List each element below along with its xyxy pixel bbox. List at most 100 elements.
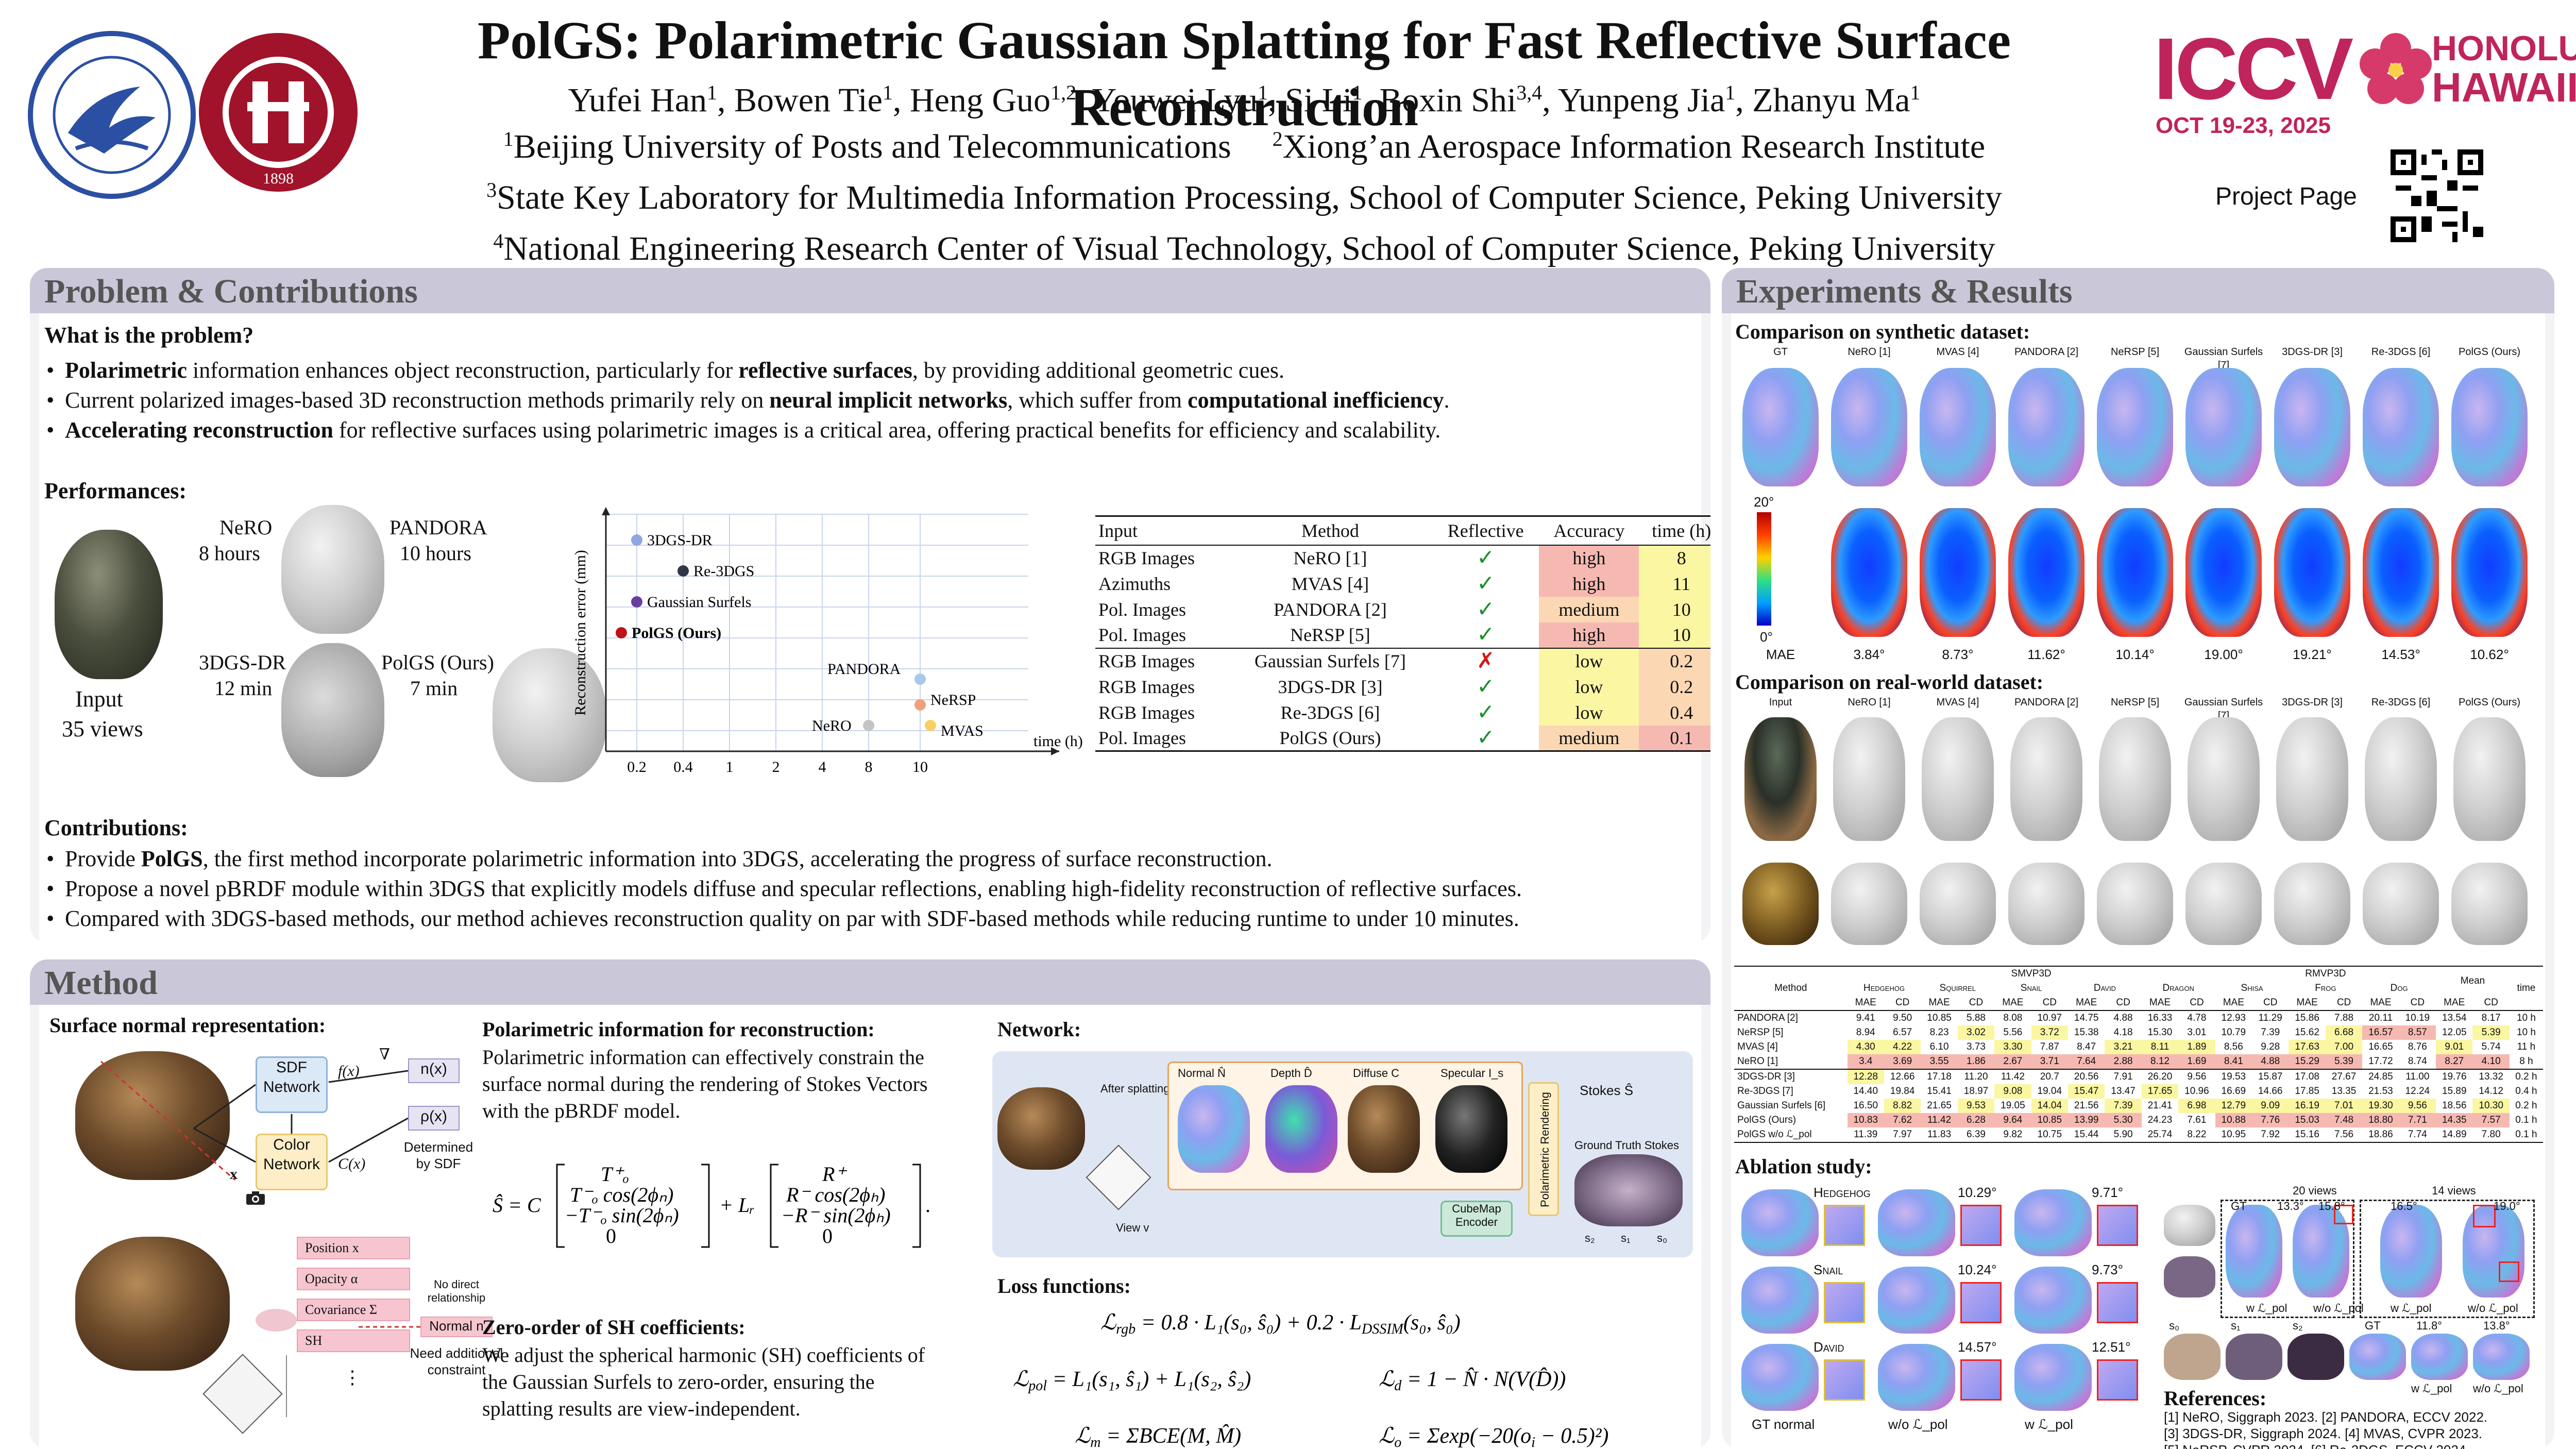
affil-text: National Engineering Research Center of … [503, 230, 1995, 267]
author-name: Zhanyu Ma [1752, 81, 1910, 119]
owl-pandora-label: PANDORA [389, 516, 487, 539]
results-row: PolGS (Ours) 10.83 7.62 11.42 6.28 9.64 10.85 1… [1734, 1113, 2543, 1127]
real-recon-mug [2099, 717, 2171, 841]
ablation-lower-5 [2411, 1334, 2468, 1380]
results-value: 16.69 [2221, 1086, 2246, 1097]
perf-table-cell: medium [1539, 596, 1639, 622]
results-value: 3.73 [1966, 1041, 1986, 1052]
mae-value-row: MAE 3.84° 8.73° 11.62° 10.14° 19.00° 19.21° 14.… [1731, 646, 2545, 664]
real-recon-frog [1831, 863, 1907, 945]
results-value: 9.53 [1957, 1099, 1995, 1113]
results-value: 21.41 [2147, 1100, 2173, 1111]
synthetic-error-map [2097, 508, 2173, 637]
results-value: 8.94 [1856, 1027, 1875, 1038]
perf-table-cell: Pol. Images [1098, 599, 1186, 620]
rhox-box: ρ(x) [408, 1106, 460, 1131]
loss-equations: ℒrgb = 0.8 · L₁(s₀, ŝ₀) + 0.2 · LDSSIM(s… [997, 1304, 1698, 1449]
results-value: 7.87 [2040, 1041, 2059, 1052]
affil-sup: 3 [486, 178, 497, 201]
owl-input-image [55, 530, 163, 679]
mae-value: 19.21° [2293, 647, 2332, 662]
ablation-gt-label: GT [2231, 1200, 2247, 1212]
owl-nero-time: 8 hours [199, 542, 260, 565]
results-value: 11.42 [1921, 1113, 1958, 1127]
results-object-header: Dog [2390, 983, 2408, 993]
perf-table-cell: 10 [1639, 622, 1710, 648]
real-recon-mug [2010, 717, 2082, 841]
ablation-crop [2097, 1205, 2138, 1246]
ablation-value-wo: 14.57° [1958, 1339, 1997, 1355]
results-time: 0.2 h [2515, 1071, 2537, 1082]
results-method: 3DGS-DR [3] [1737, 1071, 1795, 1082]
results-value: 11.29 [2258, 1013, 2282, 1023]
results-value: 20.7 [2040, 1071, 2059, 1082]
chart-point-label: PolGS (Ours) [632, 625, 721, 642]
results-value: 10.85 [1927, 1013, 1952, 1023]
results-method: PolGS (Ours) [1737, 1115, 1797, 1125]
qr-code-icon[interactable] [2391, 149, 2483, 242]
author-name: Si Li [1285, 81, 1352, 119]
owl-3dgsdr-recon [281, 643, 384, 777]
ablation-normal-map [1878, 1189, 1955, 1256]
affil-sup: 2 [1272, 127, 1283, 150]
perf-table-cell: 8 [1639, 545, 1710, 571]
results-value: 4.18 [2113, 1027, 2133, 1038]
ablation-gt-label-2: GT [2365, 1319, 2381, 1332]
gaussian-attribute: Covariance Σ [297, 1299, 410, 1321]
diffuse-out-image [1348, 1085, 1420, 1173]
polar-heading: Polarimetric information for reconstruct… [482, 1018, 875, 1041]
results-object-header: Snail [2020, 983, 2042, 993]
stokes-gt-image [1574, 1154, 1683, 1226]
depth-out-image [1265, 1085, 1337, 1173]
results-value: 13.99 [2068, 1113, 2105, 1127]
pol-render-box: Polarimetric Rendering [1528, 1082, 1559, 1216]
results-value: 2.67 [1994, 1054, 2031, 1069]
contrib-heading: Contributions: [44, 815, 188, 840]
results-value: 3.30 [1994, 1040, 2031, 1054]
synthetic-error-map [2185, 508, 2262, 637]
poster-title: PolGS: Polarimetric Gaussian Splatting f… [477, 11, 2011, 137]
results-value: 8.12 [2141, 1054, 2179, 1069]
results-value: 9.09 [2252, 1099, 2289, 1113]
real-recon-mug [2276, 717, 2348, 841]
nx-label: n(x) [420, 1060, 447, 1077]
results-value: 15.47 [2068, 1084, 2105, 1099]
results-sub-header: CD [1895, 997, 1910, 1008]
color-network-label: Color Network [263, 1136, 320, 1173]
results-row: NeRO [1] 3.4 3.69 3.55 1.86 2.67 3.71 7.64 2.88 8… [1734, 1054, 2543, 1069]
svg-text:−R⁻ sin(2ϕₕ): −R⁻ sin(2ϕₕ) [781, 1204, 891, 1227]
mae-value: 19.00° [2204, 647, 2243, 662]
real-col-label: 3DGS-DR [3] [2282, 697, 2343, 708]
perf-table-cell: NeRSP [5] [1290, 625, 1370, 645]
results-sub-header: CD [1969, 997, 1984, 1008]
results-value: 3.55 [1921, 1054, 1958, 1069]
author-name: Yunpeng Jia [1557, 81, 1725, 119]
results-time: 0.1 h [2515, 1129, 2537, 1140]
author-name: Yufei Han [568, 81, 707, 119]
ablation-a2: 15.8° [2318, 1200, 2345, 1212]
method-panel: Method Surface normal representation: SD… [30, 959, 1710, 1449]
ablation-a3: 16.5° [2391, 1200, 2417, 1212]
results-value: 18.86 [2368, 1129, 2393, 1140]
owl-input-views: 35 views [62, 716, 143, 742]
perf-table-row: RGB Images NeRO [1] ✓ high 8 [1095, 545, 1710, 571]
real-recon-mug [2365, 717, 2437, 841]
after-splatting-label: After splatting [1100, 1082, 1170, 1095]
results-value: 12.05 [2442, 1027, 2467, 1038]
chart-x-tick: 0.2 [627, 759, 647, 776]
pku-year: 1898 [263, 170, 294, 187]
svg-text:ℒo = Σexp(−20(oi − 0.5)²): ℒo = Σexp(−20(oi − 0.5)²) [1379, 1424, 1608, 1449]
results-value: 1.69 [2178, 1054, 2215, 1069]
iccv-text: ICCV [2154, 20, 2353, 118]
ablation-value-wo: 10.24° [1958, 1262, 1997, 1277]
ablation-lower-1 [2164, 1334, 2221, 1380]
chart-x-arrow [1051, 747, 1059, 755]
perf-table-cell: MVAS [4] [1291, 573, 1369, 594]
synthetic-normal-map [2185, 368, 2262, 486]
results-sub-header: CD [2410, 997, 2425, 1008]
results-value: 27.67 [2331, 1071, 2357, 1082]
ablation-normal-map [1878, 1344, 1955, 1411]
contrib-bullets: Provide PolGS, the first method incorpor… [44, 844, 1693, 934]
perf-table-cell: ✓ [1477, 546, 1495, 570]
synthetic-error-map [2274, 508, 2350, 637]
